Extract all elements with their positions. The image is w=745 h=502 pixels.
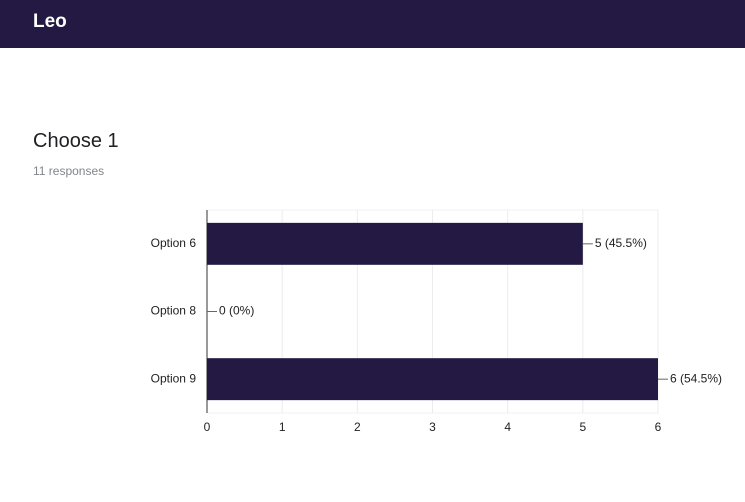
value-label: 0 (0%) xyxy=(219,304,254,318)
x-tick-label: 5 xyxy=(579,420,586,434)
x-tick-label: 2 xyxy=(354,420,361,434)
form-title: Leo xyxy=(33,11,67,32)
header-bar: Leo xyxy=(0,0,745,48)
y-tick-label: Option 9 xyxy=(151,371,197,385)
value-label: 6 (54.5%) xyxy=(670,371,722,385)
bar xyxy=(207,358,658,401)
x-tick-label: 6 xyxy=(655,420,662,434)
y-tick-label: Option 8 xyxy=(151,304,197,318)
x-tick-label: 0 xyxy=(204,420,211,434)
response-count: 11 responses xyxy=(33,164,105,178)
question-title: Choose 1 xyxy=(33,130,119,152)
bar xyxy=(207,222,583,265)
y-tick-label: Option 6 xyxy=(151,236,197,250)
x-tick-label: 4 xyxy=(504,420,511,434)
x-tick-label: 1 xyxy=(279,420,286,434)
x-tick-label: 3 xyxy=(429,420,436,434)
value-label: 5 (45.5%) xyxy=(595,236,647,250)
